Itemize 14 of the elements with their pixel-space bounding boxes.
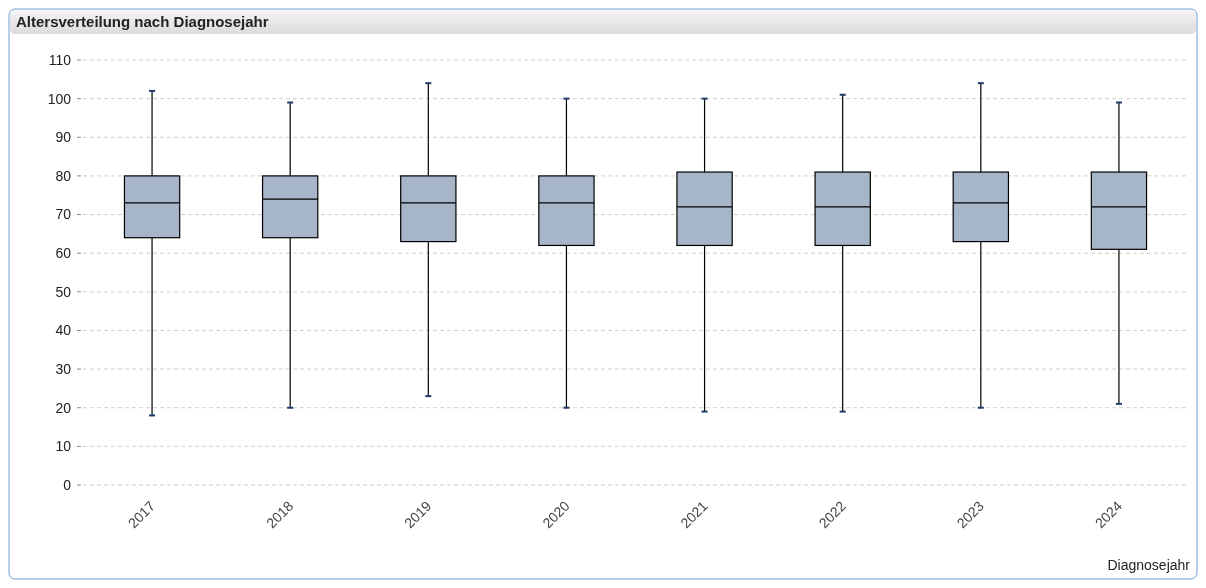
- y-tick-label: 100: [47, 90, 72, 107]
- y-tick-label: 110: [48, 51, 72, 68]
- y-tick-label: 0: [63, 476, 72, 493]
- chart-title: Altersverteilung nach Diagnosejahr: [16, 13, 269, 30]
- y-tick-label: 60: [55, 245, 72, 262]
- y-tick-label: 90: [55, 129, 72, 146]
- y-tick-label: 40: [55, 322, 72, 339]
- y-tick-label: 80: [55, 167, 72, 184]
- y-tick-label: 30: [55, 360, 72, 377]
- y-tick-label: 70: [55, 206, 72, 223]
- x-axis-title: Diagnosejahr: [1107, 557, 1191, 573]
- y-tick-label: 10: [55, 438, 72, 455]
- y-tick-label: 20: [55, 399, 72, 416]
- y-tick-label: 50: [55, 283, 72, 300]
